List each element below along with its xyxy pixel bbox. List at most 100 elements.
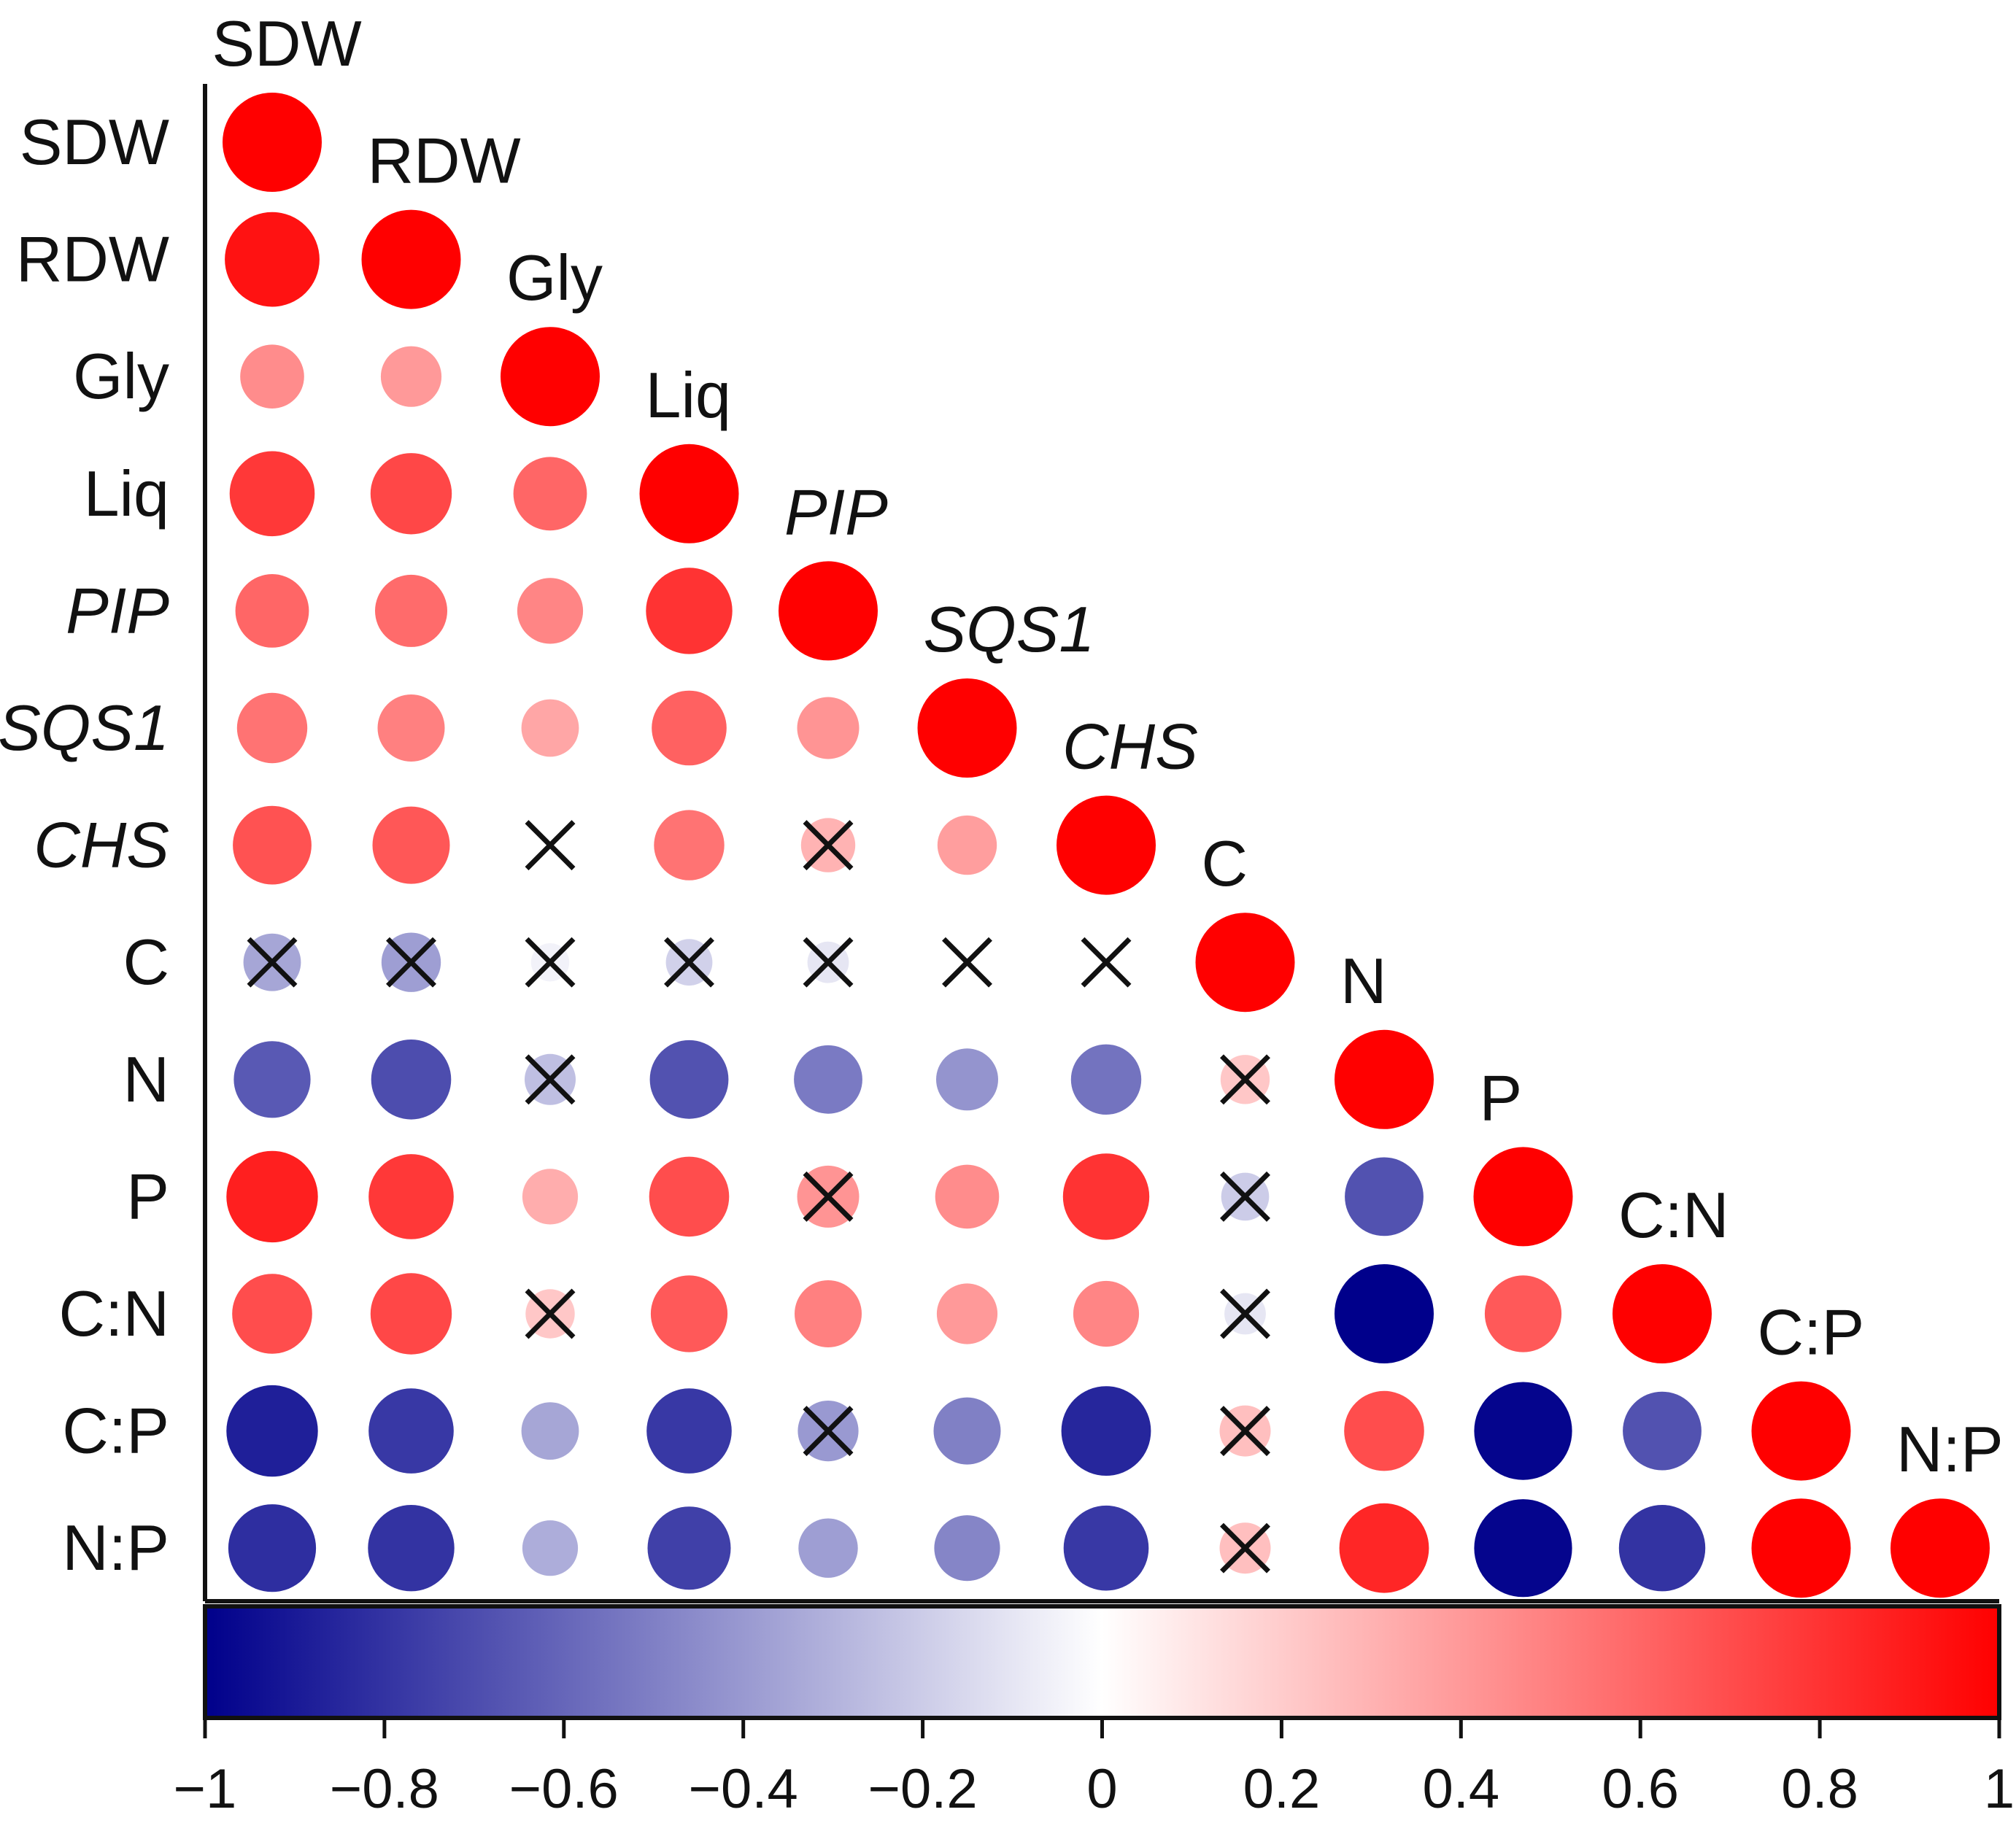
correlation-cells — [223, 93, 1990, 1598]
cell-gly-rdw — [380, 346, 442, 407]
cell-liq-gly — [513, 457, 587, 531]
chart-axes — [203, 84, 1999, 1603]
cell-gly-gly — [501, 327, 600, 427]
row-label-sdw: SDW — [20, 106, 169, 178]
cell-c-p-c-n — [1623, 1391, 1702, 1471]
colorbar-tick-label: 0.2 — [1243, 1758, 1321, 1820]
nonsig-marker-n-c — [1220, 1054, 1270, 1105]
cell-rdw-sdw — [225, 212, 320, 307]
colorbar-tick-label: 0.4 — [1422, 1758, 1499, 1820]
cell-n-p-c-p — [1751, 1498, 1851, 1598]
colorbar-tick-label: −0.6 — [509, 1758, 619, 1820]
row-labels: SDW RDW Gly Liq PIP SQS1 CHS CNP C:N C:P N:P — [0, 106, 169, 1584]
nonsig-marker-p-pip — [803, 1171, 854, 1222]
nonsig-marker-chs-pip — [803, 820, 854, 871]
cell-pip-pip — [779, 561, 878, 661]
nonsig-marker-c-rdw — [386, 937, 436, 988]
cell-c-n-pip — [795, 1280, 862, 1347]
nonsig-marker-chs-gly — [525, 820, 576, 871]
cell-chs-sdw — [233, 805, 312, 885]
cell-c-p-p — [1474, 1382, 1572, 1480]
diag-label-sqs1: SQS1 — [924, 593, 1095, 665]
nonsig-marker-c-n-c — [1220, 1288, 1270, 1339]
row-label-c-p: C:P — [62, 1395, 169, 1467]
nonsig-marker-n-p-c — [1220, 1522, 1270, 1573]
diag-label-c: C — [1202, 827, 1248, 899]
cell-p-gly — [522, 1169, 579, 1225]
cell-n-sdw — [233, 1041, 311, 1118]
colorbar-gradient — [203, 1604, 2001, 1720]
row-label-p: P — [126, 1160, 169, 1232]
cell-n-p-rdw — [368, 1505, 455, 1592]
cell-n-p-pip — [798, 1518, 858, 1578]
cell-chs-rdw — [372, 806, 450, 884]
diag-label-n-p: N:P — [1896, 1413, 2004, 1485]
colorbar-tick-label: 0.8 — [1781, 1758, 1858, 1820]
row-label-rdw: RDW — [16, 223, 169, 295]
nonsig-marker-c-gly — [525, 937, 576, 988]
row-label-c: C — [123, 926, 169, 998]
colorbar: −1 −0.8 −0.6 −0.4 −0.2 0 0.2 0.4 0.6 0.8 1 — [174, 1604, 2015, 1820]
cell-c-p-sdw — [226, 1385, 318, 1477]
cell-n-p-sqs1 — [934, 1515, 1000, 1582]
colorbar-tick-label: −1 — [174, 1758, 237, 1820]
diag-label-liq: Liq — [646, 359, 731, 431]
cell-p-n — [1345, 1157, 1424, 1236]
cell-gly-sdw — [240, 344, 304, 409]
colorbar-tick-label: 1 — [1984, 1758, 2015, 1820]
diag-label-pip: PIP — [784, 476, 888, 548]
cell-c-p-n — [1344, 1390, 1424, 1471]
colorbar-tick-label: −0.8 — [330, 1758, 439, 1820]
colorbar-tick-label: −0.4 — [689, 1758, 798, 1820]
cell-c-p-liq — [646, 1388, 732, 1474]
cell-c-p-chs — [1061, 1386, 1151, 1476]
cell-pip-gly — [517, 578, 584, 644]
cell-c-n-p — [1484, 1275, 1562, 1352]
row-label-chs: CHS — [34, 809, 169, 881]
diag-label-n: N — [1340, 945, 1387, 1017]
cell-n-p-gly — [522, 1520, 579, 1576]
diag-label-c-n: C:N — [1618, 1179, 1729, 1251]
nonsig-marker-p-c — [1220, 1171, 1270, 1222]
cell-n-p-p — [1474, 1499, 1572, 1598]
cell-n-p-c-n — [1618, 1505, 1706, 1592]
diag-label-sdw: SDW — [212, 7, 361, 80]
nonsig-marker-c-p-pip — [803, 1406, 854, 1457]
cell-n-liq — [649, 1040, 729, 1119]
nonsig-marker-c-sqs1 — [942, 937, 992, 988]
row-label-c-n: C:N — [58, 1277, 169, 1350]
cell-rdw-rdw — [361, 209, 461, 309]
cell-sqs1-liq — [652, 690, 727, 766]
nonsignificant-markers — [247, 820, 1270, 1573]
cell-c-n-n — [1335, 1264, 1434, 1363]
cell-liq-rdw — [370, 453, 452, 535]
cell-p-p — [1473, 1147, 1573, 1247]
cell-chs-sqs1 — [937, 815, 997, 875]
nonsig-marker-c-pip — [803, 937, 854, 988]
cell-n-pip — [794, 1045, 862, 1114]
cell-c-p-rdw — [368, 1388, 454, 1474]
cell-c-n-liq — [650, 1275, 728, 1352]
cell-sqs1-pip — [797, 697, 860, 759]
cell-n-p-liq — [647, 1506, 731, 1590]
nonsig-marker-c-sdw — [247, 937, 298, 988]
row-label-sqs1: SQS1 — [0, 692, 169, 764]
diag-label-rdw: RDW — [368, 125, 521, 197]
diag-label-gly: Gly — [506, 241, 603, 314]
cell-liq-liq — [639, 444, 739, 543]
cell-n-p-sdw — [228, 1504, 317, 1592]
cell-c-n-chs — [1073, 1280, 1140, 1347]
cell-n-chs — [1070, 1044, 1142, 1115]
cell-c-p-sqs1 — [933, 1397, 1001, 1465]
cell-c-n-sdw — [232, 1274, 312, 1354]
nonsig-marker-c-chs — [1081, 937, 1132, 988]
cell-p-liq — [649, 1156, 730, 1237]
row-label-pip: PIP — [66, 574, 169, 646]
colorbar-tick-label: −0.2 — [868, 1758, 978, 1820]
cell-pip-rdw — [375, 574, 447, 647]
cell-n-p-chs — [1063, 1505, 1149, 1591]
cell-c-p-c-p — [1751, 1381, 1851, 1481]
cell-p-rdw — [368, 1154, 454, 1239]
